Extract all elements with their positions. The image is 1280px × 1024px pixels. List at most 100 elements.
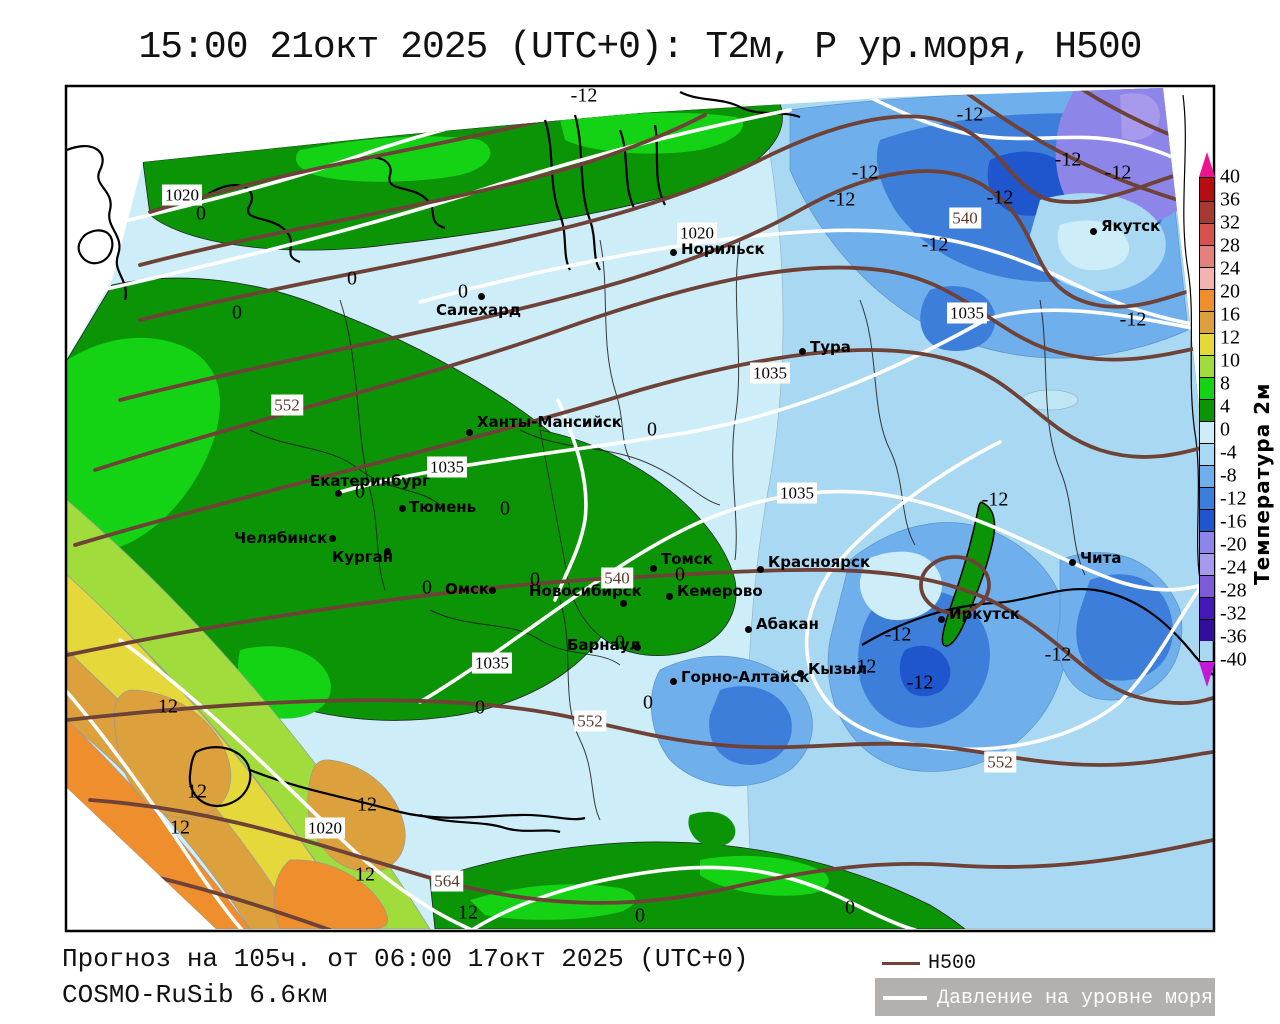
- colorbar-cell: [1200, 399, 1214, 421]
- temp-contour-label: -12: [906, 671, 934, 694]
- colorbar-cell: [1200, 355, 1214, 377]
- city-label: Красноярск: [768, 553, 871, 571]
- temp-contour-label: -12: [981, 488, 1009, 511]
- temp-contour-label: 12: [158, 695, 178, 718]
- colorbar-tick-label: 16: [1220, 303, 1240, 326]
- pressure-contour-label: 1035: [777, 482, 817, 504]
- colorbar-cell: [1200, 509, 1214, 531]
- city-label: Ханты-Мансийск: [477, 413, 622, 431]
- legend-pressure-label: Давление на уровне моря: [937, 987, 1214, 1010]
- temp-contour-label: 0: [422, 576, 432, 599]
- city-dot: [328, 534, 336, 542]
- colorbar-tick-label: 32: [1220, 211, 1240, 234]
- forecast-info-line: Прогноз на 105ч. от 06:00 17окт 2025 (UT…: [62, 944, 749, 974]
- temp-contour-label: 12: [170, 816, 190, 839]
- city-label: Салехард: [436, 301, 521, 319]
- temp-contour-label: -12: [1054, 148, 1082, 171]
- colorbar-cell: [1200, 289, 1214, 311]
- colorbar-cell: [1200, 553, 1214, 575]
- city-dot: [669, 677, 677, 685]
- city-label: Кемерово: [677, 582, 763, 600]
- temp-contour-label: 0: [530, 568, 540, 591]
- temp-contour-label: 0: [643, 691, 653, 714]
- temp-contour-label: 0: [475, 696, 485, 719]
- colorbar-cell: [1200, 597, 1214, 619]
- temp-contour-label: 0: [647, 418, 657, 441]
- colorbar-title: Температура 2м: [1250, 382, 1274, 585]
- pressure-contour-label: 1020: [677, 222, 717, 244]
- city-dot: [488, 586, 496, 594]
- city-dot: [619, 599, 627, 607]
- city-label: Иркутск: [949, 605, 1021, 623]
- city-label: Горно-Алтайск: [681, 668, 810, 686]
- colorbar-cell: [1200, 201, 1214, 223]
- h500-contour-label: 552: [271, 394, 303, 416]
- temp-contour-label: -12: [884, 623, 912, 646]
- city-dot: [1089, 227, 1097, 235]
- border-outside-domain: [1182, 94, 1201, 581]
- colorbar-tick-label: -40: [1220, 648, 1247, 671]
- temp-contour-label: 12: [187, 780, 207, 803]
- temp-contour-label: -12: [851, 161, 879, 184]
- colorbar-cell: [1200, 487, 1214, 509]
- city-label: Тюмень: [409, 498, 477, 516]
- city-label: Курган: [332, 548, 394, 566]
- colorbar-tick-label: 4: [1220, 395, 1230, 418]
- temp-contour-label: 0: [615, 631, 625, 654]
- city-dot: [665, 592, 673, 600]
- pressure-contour-label: 1020: [305, 817, 345, 839]
- pressure-contour-label: 1020: [162, 184, 202, 206]
- temp-contour-label: -12: [570, 84, 598, 107]
- temp-contour-label: 12: [458, 901, 478, 924]
- colorbar-tick-label: -8: [1220, 464, 1237, 487]
- temp-contour-label: 0: [347, 267, 357, 290]
- temp-contour-label: 0: [196, 202, 206, 225]
- colorbar-tick-label: -36: [1220, 625, 1247, 648]
- colorbar-cell: [1200, 377, 1214, 399]
- temp-contour-label: -12: [1119, 308, 1147, 331]
- city-label: Абакан: [756, 615, 819, 633]
- pressure-line-swatch: [883, 996, 927, 1000]
- city-dot: [798, 347, 806, 355]
- h500-contour-label: 540: [601, 567, 633, 589]
- city-dot: [796, 669, 804, 677]
- colorbar-tick-label: -20: [1220, 533, 1247, 556]
- colorbar-tick-label: -24: [1220, 556, 1247, 579]
- colorbar-tick-label: 8: [1220, 372, 1230, 395]
- city-label: Барнаул: [567, 636, 641, 654]
- temp-contour-label: 0: [500, 497, 510, 520]
- city-label: Норильск: [681, 240, 765, 258]
- city-label: Кызыл: [808, 660, 868, 678]
- city-label: Челябинск: [234, 529, 328, 547]
- temp-contour-label: 12: [357, 793, 377, 816]
- colorbar-tick-label: -12: [1220, 487, 1247, 510]
- h500-contour-label: 564: [431, 870, 463, 892]
- colorbar-cell: [1200, 465, 1214, 487]
- colorbar-tick-label: 36: [1220, 188, 1240, 211]
- legend-h500: H500: [878, 950, 1215, 976]
- temp-contour-label: -12: [921, 233, 949, 256]
- colorbar-arrow-bottom: [1199, 662, 1215, 687]
- colorbar-tick-label: 24: [1220, 257, 1240, 280]
- colorbar-tick-label: 0: [1220, 418, 1230, 441]
- temp-contour-label: 12: [355, 863, 375, 886]
- page-title: 15:00 21окт 2025 (UTC+0): Т2м, P ур.моря…: [138, 26, 1143, 69]
- temperature-colorbar: [1199, 177, 1215, 662]
- h500-contour-label: 540: [949, 207, 981, 229]
- city-dot: [937, 615, 945, 623]
- pressure-contour-label: 1035: [750, 362, 790, 384]
- colorbar-cell: [1200, 267, 1214, 289]
- city-dot: [383, 547, 391, 555]
- city-label: Якутск: [1101, 217, 1161, 235]
- city-dot: [756, 565, 764, 573]
- city-label: Омск: [445, 580, 490, 598]
- city-dot: [398, 504, 406, 512]
- colorbar-cell: [1200, 223, 1214, 245]
- city-dot: [649, 564, 657, 572]
- colorbar-tick-label: -32: [1220, 602, 1247, 625]
- colorbar-cell: [1200, 443, 1214, 465]
- city-label: Екатеринбург: [310, 472, 430, 490]
- temp-contour-label: 0: [232, 301, 242, 324]
- colorbar-tick-label: 10: [1220, 349, 1240, 372]
